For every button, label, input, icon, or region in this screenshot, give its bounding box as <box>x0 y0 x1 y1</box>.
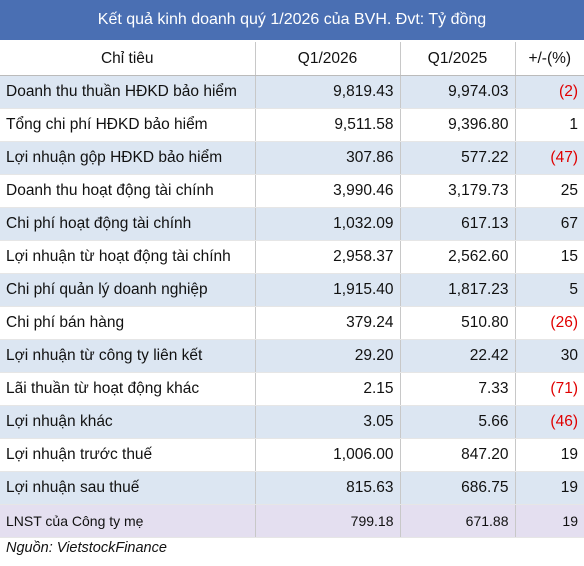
value-cell: 1,006.00 <box>254 438 400 472</box>
value-cell: 3,179.73 <box>399 174 515 208</box>
table-row: Lợi nhuận từ công ty liên kết 29.20 22.42 3… <box>0 339 584 373</box>
value-cell: 1,817.23 <box>399 273 515 307</box>
row-label: Tổng chi phí HĐKD bảo hiểm <box>0 108 255 142</box>
value-cell: 30 <box>514 339 584 373</box>
source-note: Nguồn: VietstockFinance <box>6 540 167 556</box>
value-cell: 29.20 <box>254 339 400 373</box>
value-cell: 1,032.09 <box>254 207 400 241</box>
row-label: Doanh thu thuần HĐKD bảo hiểm <box>0 75 255 109</box>
table-row: Tổng chi phí HĐKD bảo hiểm 9,511.58 9,396.… <box>0 108 584 142</box>
value-cell: 3,990.46 <box>254 174 400 208</box>
value-cell: 847.20 <box>399 438 515 472</box>
value-cell: 815.63 <box>254 471 400 505</box>
value-cell: 2.15 <box>254 372 400 406</box>
value-cell: 5 <box>514 273 584 307</box>
value-cell: 577.22 <box>399 141 515 175</box>
row-label: LNST của Công ty mẹ <box>0 504 255 538</box>
value-cell: 25 <box>514 174 584 208</box>
value-cell: 9,819.43 <box>254 75 400 109</box>
value-cell: 19 <box>514 438 584 472</box>
value-cell: 686.75 <box>399 471 515 505</box>
value-cell: 19 <box>514 471 584 505</box>
row-label: Lợi nhuận gộp HĐKD bảo hiểm <box>0 141 255 175</box>
header-cell: Q1/2026 <box>254 42 400 76</box>
value-cell: 617.13 <box>399 207 515 241</box>
table-row: LNST của Công ty mẹ 799.18 671.88 19 <box>0 504 584 538</box>
value-cell: 307.86 <box>254 141 400 175</box>
value-cell: 1,915.40 <box>254 273 400 307</box>
header-row: Chỉ tiêu Q1/2026 Q1/2025 +/-(%) <box>0 42 584 76</box>
table-row: Chi phí quản lý doanh nghiệp 1,915.40 1,81… <box>0 273 584 307</box>
table-row: Doanh thu thuần HĐKD bảo hiểm 9,819.43 9,9… <box>0 75 584 109</box>
row-label: Lợi nhuận khác <box>0 405 255 439</box>
value-cell: 9,396.80 <box>399 108 515 142</box>
table-row: Lợi nhuận sau thuế 815.63 686.75 19 <box>0 471 584 505</box>
value-cell: (46) <box>514 405 584 439</box>
row-label: Lợi nhuận sau thuế <box>0 471 255 505</box>
value-cell: 22.42 <box>399 339 515 373</box>
row-label: Doanh thu hoạt động tài chính <box>0 174 255 208</box>
value-cell: 9,974.03 <box>399 75 515 109</box>
table-row: Doanh thu hoạt động tài chính 3,990.46 3,1… <box>0 174 584 208</box>
value-cell: 379.24 <box>254 306 400 340</box>
value-cell: 5.66 <box>399 405 515 439</box>
value-cell: (26) <box>514 306 584 340</box>
row-label: Chi phí quản lý doanh nghiệp <box>0 273 255 307</box>
row-label: Chi phí hoạt động tài chính <box>0 207 255 241</box>
table-row: Lợi nhuận khác 3.05 5.66 (46) <box>0 405 584 439</box>
value-cell: 510.80 <box>399 306 515 340</box>
value-cell: 7.33 <box>399 372 515 406</box>
value-cell: (2) <box>514 75 584 109</box>
header-cell: Chỉ tiêu <box>0 42 255 76</box>
value-cell: 799.18 <box>254 504 400 538</box>
table-row: Lợi nhuận trước thuế 1,006.00 847.20 19 <box>0 438 584 472</box>
header-cell: +/-(%) <box>514 42 584 76</box>
row-label: Chi phí bán hàng <box>0 306 255 340</box>
value-cell: 1 <box>514 108 584 142</box>
table-row: Chi phí hoạt động tài chính 1,032.09 617.1… <box>0 207 584 241</box>
value-cell: 2,958.37 <box>254 240 400 274</box>
results-table: Chỉ tiêu Q1/2026 Q1/2025 +/-(%) Doanh thu th… <box>0 42 584 538</box>
row-label: Lợi nhuận từ công ty liên kết <box>0 339 255 373</box>
value-cell: 15 <box>514 240 584 274</box>
table-row: Chi phí bán hàng 379.24 510.80 (26) <box>0 306 584 340</box>
table-title: Kết quả kinh doanh quý 1/2026 của BVH. Đ… <box>0 0 584 40</box>
header-cell: Q1/2025 <box>399 42 515 76</box>
table-row: Lợi nhuận gộp HĐKD bảo hiểm 307.86 577.22(… <box>0 141 584 175</box>
row-label: Lợi nhuận từ hoạt động tài chính <box>0 240 255 274</box>
value-cell: 2,562.60 <box>399 240 515 274</box>
value-cell: (47) <box>514 141 584 175</box>
table-row: Lãi thuần từ hoạt động khác 2.15 7.33 (71) <box>0 372 584 406</box>
value-cell: 9,511.58 <box>254 108 400 142</box>
value-cell: (71) <box>514 372 584 406</box>
value-cell: 19 <box>514 504 584 538</box>
table-row: Lợi nhuận từ hoạt động tài chính 2,958.37… <box>0 240 584 274</box>
row-label: Lợi nhuận trước thuế <box>0 438 255 472</box>
value-cell: 67 <box>514 207 584 241</box>
value-cell: 671.88 <box>399 504 515 538</box>
row-label: Lãi thuần từ hoạt động khác <box>0 372 255 406</box>
value-cell: 3.05 <box>254 405 400 439</box>
